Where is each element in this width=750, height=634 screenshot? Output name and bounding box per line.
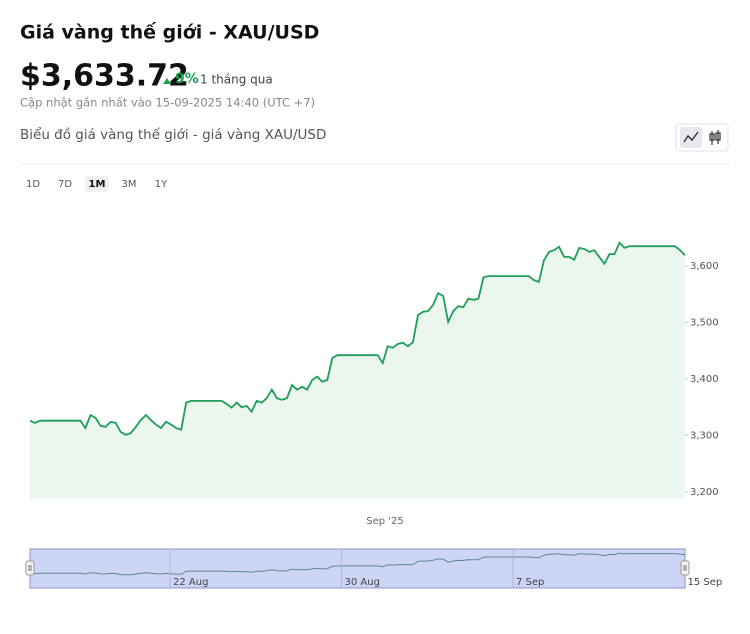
y-tick-label: 3,500 [690, 317, 719, 328]
updated: Cập nhật gần nhất vào 15-09-2025 14:40 (… [20, 96, 315, 110]
y-tick-label: 3,600 [690, 261, 719, 272]
x-axis-label: Sep '25 [366, 516, 404, 527]
range-button[interactable]: 1M [89, 179, 106, 190]
range-button[interactable]: 1Y [155, 179, 168, 190]
line-icon [683, 131, 699, 143]
navigator-label: 22 Aug [173, 577, 208, 588]
navigator-handle[interactable] [680, 560, 690, 576]
candle-icon[interactable] [709, 130, 721, 145]
up-arrow [163, 78, 171, 84]
change: 9% [175, 71, 199, 87]
navigator-label: 7 Sep [516, 577, 544, 588]
chart-title: Biểu đồ giá vàng thế giới - giá vàng XAU… [20, 126, 326, 143]
y-tick-label: 3,400 [690, 374, 719, 385]
navigator-label: 15 Sep [688, 577, 723, 588]
price-line [29, 241, 686, 436]
y-tick-label: 3,300 [690, 430, 719, 441]
page-title: Giá vàng thế giới - XAU/USD [20, 21, 319, 44]
range-button[interactable]: 3M [122, 179, 137, 190]
period: 1 tháng qua [200, 73, 273, 87]
line-chart-button[interactable] [680, 127, 702, 148]
active-range-bg [85, 176, 109, 192]
navigator-handle[interactable] [25, 560, 35, 576]
y-tick-label: 3,200 [690, 487, 719, 498]
range-button[interactable]: 7D [58, 179, 72, 190]
navigator-label: 30 Aug [345, 577, 380, 588]
range-button[interactable]: 1D [26, 179, 40, 190]
area [30, 242, 685, 498]
price: $3,633.72 [20, 59, 189, 94]
navigator-line [29, 552, 686, 576]
